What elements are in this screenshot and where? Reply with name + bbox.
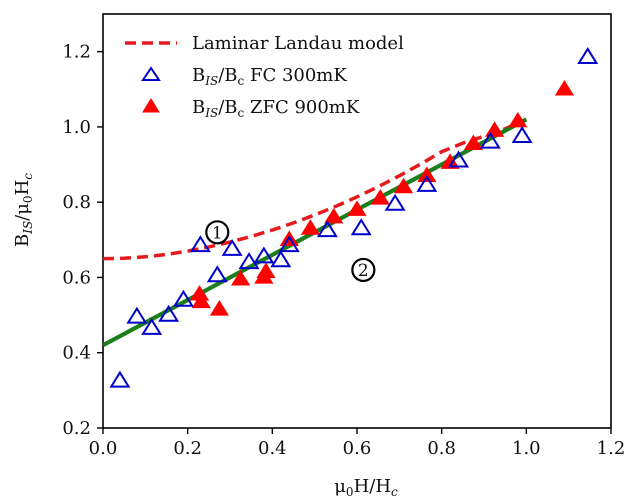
data-point-fc: [416, 174, 438, 192]
x-axis-title-subc: c: [391, 485, 398, 499]
data-point-fc: [221, 238, 243, 256]
annotation-label: 2: [358, 261, 369, 281]
data-point-zfc: [191, 292, 211, 309]
data-point-zfc: [440, 153, 460, 169]
data-point-fc: [511, 126, 533, 143]
data-point-fc: [253, 246, 275, 264]
annotation-label: 1: [212, 223, 223, 243]
legend-label-fc: BIS/Bc FC 300mK: [192, 65, 347, 88]
data-point-fc: [238, 252, 260, 270]
y-axis: 0.2 0.4 0.6 0.8 1.0 1.2: [62, 42, 103, 439]
y-tick-label: 1.2: [62, 42, 91, 63]
plot-area: [102, 13, 612, 429]
data-point-fc: [158, 304, 180, 322]
series-layer: [103, 47, 599, 388]
legend-zfc-rest: ZFC 900mK: [244, 97, 360, 118]
legend-label-zfc: BIS/Bc ZFC 900mK: [192, 97, 360, 120]
legend-fc-slash: /B: [218, 65, 237, 86]
x-tick-label: 0.2: [173, 438, 202, 459]
data-point-zfc: [347, 200, 367, 216]
y-tick-label: 0.8: [62, 192, 91, 213]
data-point-fc: [126, 306, 148, 324]
data-point-zfc: [417, 166, 437, 183]
legend-zfc-slash: /B: [218, 97, 237, 118]
data-point-zfc: [209, 300, 230, 316]
data-point-fc: [206, 265, 228, 283]
data-point-fc: [270, 250, 292, 268]
data-point-fc: [384, 193, 406, 211]
data-point-fc: [189, 235, 211, 253]
data-point-zfc: [393, 177, 414, 194]
x-tick-label: 0.8: [427, 438, 456, 459]
legend-marker-fc: [141, 66, 161, 81]
y-tick-label: 0.6: [62, 267, 91, 288]
data-point-zfc: [463, 134, 484, 151]
annotations: 12: [205, 220, 376, 283]
legend: Laminar Landau model BIS/Bc FC 300mK BIS…: [125, 33, 404, 120]
y-axis-title: BIS/μ0Hc: [12, 173, 35, 247]
x-tick-label: 0.0: [89, 438, 118, 459]
legend-zfc-b: B: [192, 97, 205, 118]
data-point-fc: [479, 131, 501, 149]
series-line-laminar-landau: [103, 117, 528, 261]
data-point-fc: [172, 289, 194, 307]
data-point-zfc: [324, 207, 344, 224]
x-axis-title-sub0: 0: [346, 485, 354, 499]
data-point-zfc: [230, 270, 251, 286]
y-axis-title-subc: c: [21, 173, 35, 180]
data-point-fc: [448, 150, 470, 168]
x-axis-title-rest: H/H: [354, 476, 391, 497]
legend-zfc-is: IS: [204, 106, 218, 120]
data-point-fc: [577, 47, 599, 64]
data-point-fc: [278, 235, 300, 253]
data-point-fc: [141, 317, 163, 335]
legend-fc-c: c: [238, 74, 245, 88]
data-point-zfc: [484, 121, 505, 137]
data-point-zfc: [300, 219, 321, 235]
x-tick-label: 1.2: [597, 438, 626, 459]
legend-marker-zfc: [142, 98, 160, 113]
data-point-fc: [109, 370, 131, 388]
y-tick-label: 1.0: [62, 117, 91, 138]
data-point-fc: [316, 220, 338, 238]
plot-frame: [102, 13, 612, 429]
legend-fc-rest: FC 300mK: [244, 65, 347, 86]
data-point-zfc: [554, 79, 575, 96]
x-axis: 0.0 0.2 0.4 0.6 0.8 1.0 1.2: [89, 428, 626, 459]
x-axis-title-main: μ: [334, 476, 346, 497]
legend-label-model: Laminar Landau model: [192, 33, 404, 54]
annotation-circle: [351, 257, 376, 283]
y-axis-title-subIS: IS: [21, 221, 35, 235]
legend-zfc-c: c: [238, 106, 245, 120]
data-point-zfc: [508, 111, 528, 128]
y-axis-title-main: B: [12, 234, 33, 247]
data-point-zfc: [370, 189, 390, 205]
legend-fc-b: B: [192, 65, 205, 86]
y-tick-label: 0.2: [62, 418, 91, 439]
x-tick-label: 0.4: [258, 438, 287, 459]
x-tick-label: 0.6: [343, 438, 372, 459]
legend-fc-is: IS: [204, 74, 218, 88]
y-axis-title-sub0: 0: [21, 195, 35, 203]
y-axis-title-slash: /μ: [12, 203, 33, 221]
x-axis-title: μ0H/Hc: [334, 476, 398, 499]
x-tick-label: 1.0: [512, 438, 541, 459]
y-tick-label: 0.4: [62, 343, 91, 364]
data-point-zfc: [256, 262, 276, 278]
y-axis-title-H: H: [12, 180, 33, 196]
annotation-circle: [205, 220, 230, 245]
data-point-fc: [350, 218, 372, 236]
